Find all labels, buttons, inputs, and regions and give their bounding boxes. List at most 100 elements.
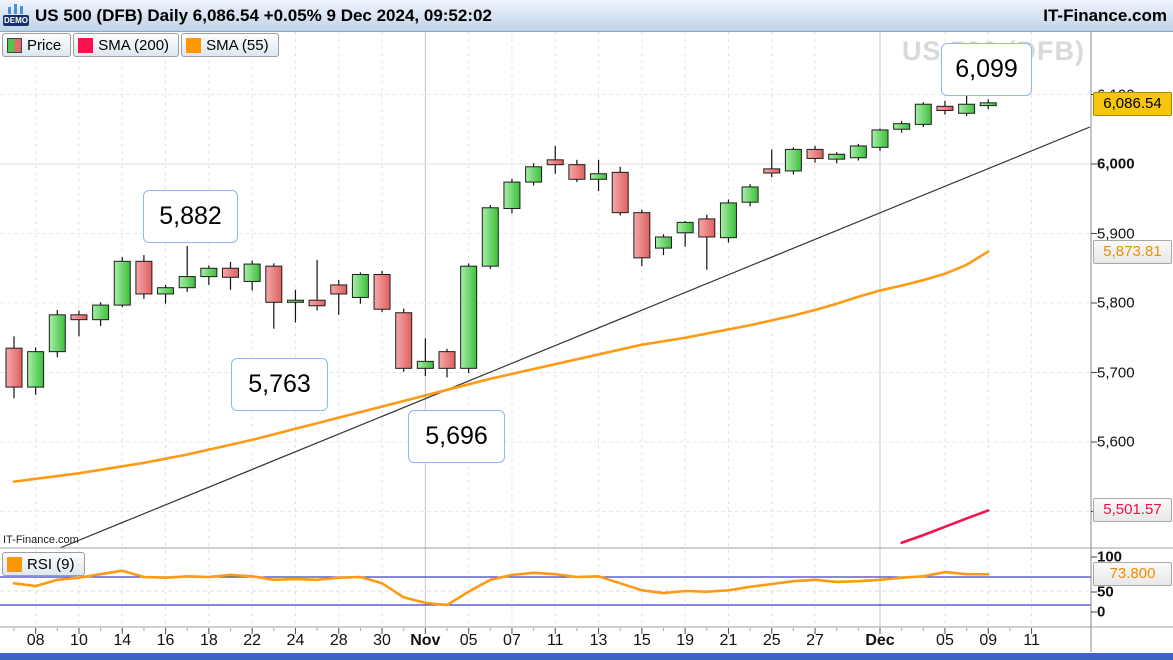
time-axis-label: 30 xyxy=(373,632,391,649)
candle-body xyxy=(178,276,196,289)
candle-body xyxy=(979,102,997,107)
price-axis-label: 5,800 xyxy=(1097,294,1135,312)
title-bar: DEMO US 500 (DFB) Daily 6,086.54 +0.05% … xyxy=(0,0,1173,32)
rsi-value-tag: 73.800 xyxy=(1093,562,1172,587)
candle-body xyxy=(590,173,608,180)
candle-body xyxy=(243,263,261,282)
candle-body xyxy=(351,274,369,298)
time-axis-label: 27 xyxy=(806,632,824,649)
candle-body xyxy=(958,103,976,114)
candle-body xyxy=(849,145,867,159)
price-callout[interactable]: 6,099 xyxy=(941,43,1032,96)
trendline xyxy=(59,126,1091,549)
time-axis-label: 11 xyxy=(546,632,564,649)
candle-body xyxy=(460,265,478,369)
legend-sma55-label: SMA (55) xyxy=(206,36,269,54)
last-price-tag: 6,086.54 xyxy=(1093,91,1172,116)
price-axis-label: 6,000 xyxy=(1097,155,1135,173)
rsi-axis-label: 100 xyxy=(1097,548,1123,566)
chart-watermark: IT-Finance.com xyxy=(3,534,79,546)
candle-body xyxy=(546,159,564,166)
rsi-line xyxy=(12,569,990,607)
candle-body xyxy=(568,164,586,180)
sma200-value-tag: 5,501.57 xyxy=(1093,498,1172,523)
time-axis-label: 24 xyxy=(286,632,305,649)
legend-price-label: Price xyxy=(27,36,62,54)
candle-body xyxy=(27,351,45,388)
time-axis-label: Nov xyxy=(410,632,441,649)
candle-body xyxy=(806,148,824,159)
legend-price[interactable]: Price xyxy=(2,33,72,57)
candle-body xyxy=(222,267,239,278)
legend-rsi-label: RSI (9) xyxy=(27,555,75,573)
legend-sma200-label: SMA (200) xyxy=(98,36,170,54)
legend-sma55[interactable]: SMA (55) xyxy=(181,33,279,57)
candle-body xyxy=(416,360,434,369)
price-callout[interactable]: 5,882 xyxy=(143,190,238,243)
time-axis-label: 25 xyxy=(762,632,781,649)
sma200-swatch-icon xyxy=(78,37,94,53)
sma55-swatch-icon xyxy=(186,37,202,53)
candle-body xyxy=(48,314,66,353)
candle-body xyxy=(936,105,954,111)
price-callout[interactable]: 5,763 xyxy=(231,358,328,411)
rsi-axis-label: 0 xyxy=(1097,603,1106,621)
time-axis-label: 08 xyxy=(26,632,45,649)
legend-rsi[interactable]: RSI (9) xyxy=(2,552,85,576)
time-axis-label: 13 xyxy=(589,632,608,649)
candle-body xyxy=(5,347,23,388)
candle-body xyxy=(135,260,153,295)
time-axis-label: 19 xyxy=(676,632,695,649)
price-axis-label: 5,700 xyxy=(1097,364,1135,381)
candle-body xyxy=(676,221,694,234)
candlestick-icon xyxy=(7,3,25,14)
chart-title: US 500 (DFB) Daily 6,086.54 +0.05% 9 Dec… xyxy=(35,5,492,25)
time-axis-label: Dec xyxy=(865,632,895,649)
candle-body xyxy=(481,207,499,267)
sma55-line xyxy=(12,250,990,483)
price-swatch-icon xyxy=(7,37,22,53)
candle-body xyxy=(784,148,802,172)
sma200-line xyxy=(900,509,990,545)
demo-badge: DEMO xyxy=(3,14,29,26)
demo-account-icon: DEMO xyxy=(3,3,29,28)
bottom-scrollbar[interactable] xyxy=(0,653,1173,660)
rsi-legend: RSI (9) xyxy=(2,552,85,576)
candle-body xyxy=(914,103,932,125)
candle-body xyxy=(719,202,737,239)
time-axis-label: 05 xyxy=(459,632,478,649)
candle-body xyxy=(286,299,304,303)
time-axis-label: 07 xyxy=(503,632,521,649)
time-axis-label: 10 xyxy=(70,632,88,649)
candle-body xyxy=(373,274,391,310)
time-axis-label: 22 xyxy=(243,632,262,649)
rsi-swatch-icon xyxy=(7,556,22,572)
candle-body xyxy=(871,129,889,148)
candle-body xyxy=(633,212,651,259)
candle-body xyxy=(70,314,88,321)
candle-body xyxy=(828,153,846,160)
candle-body xyxy=(92,304,110,321)
sma55-value-tag: 5,873.81 xyxy=(1093,239,1172,264)
brand-link[interactable]: IT-Finance.com xyxy=(1043,5,1167,25)
candle-body xyxy=(265,265,283,303)
rsi-axis-label: 50 xyxy=(1097,583,1114,601)
time-axis-label: 16 xyxy=(156,632,175,649)
price-callout[interactable]: 5,696 xyxy=(408,410,505,463)
price-axis-label: 5,900 xyxy=(1097,225,1135,242)
legend-sma200[interactable]: SMA (200) xyxy=(73,33,180,57)
candle-body xyxy=(741,186,759,203)
time-axis-label: 05 xyxy=(936,632,954,649)
candle-body xyxy=(438,351,456,369)
candle-body xyxy=(113,260,131,306)
candle-body xyxy=(503,181,521,209)
time-axis-label: 14 xyxy=(113,632,132,649)
time-axis-label: 11 xyxy=(1023,632,1040,649)
candle-body xyxy=(308,299,326,307)
candle-body xyxy=(157,287,175,295)
time-axis-label: 09 xyxy=(979,632,998,649)
candle-body xyxy=(330,284,348,295)
candle-body xyxy=(655,236,672,249)
time-axis-label: 15 xyxy=(632,632,651,649)
